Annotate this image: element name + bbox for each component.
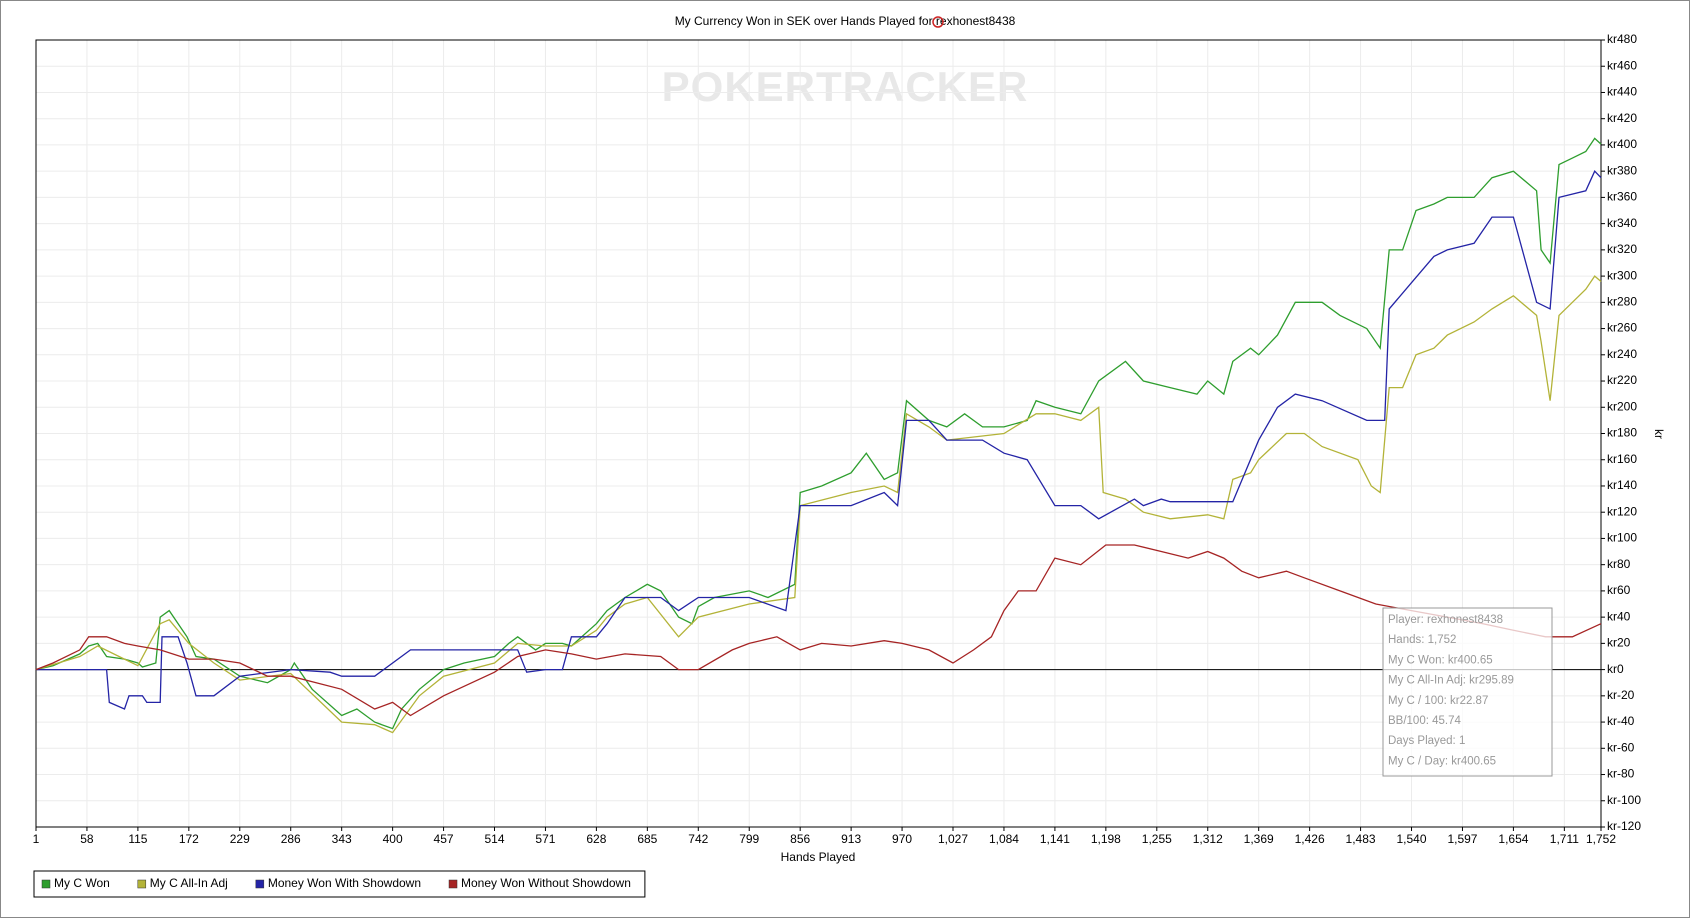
x-tick-label: 913: [841, 832, 861, 846]
x-tick-label: 172: [179, 832, 199, 846]
chart-title: My Currency Won in SEK over Hands Played…: [675, 14, 1016, 28]
tooltip-line: Days Played: 1: [1388, 735, 1465, 747]
x-tick-label: 1,540: [1397, 832, 1427, 846]
y-tick-label: kr220: [1607, 373, 1637, 387]
tooltip-line: My C / Day: kr400.65: [1388, 755, 1496, 767]
tooltip-line: Player: rexhonest8438: [1388, 614, 1503, 626]
y-tick-label: kr80: [1607, 557, 1631, 571]
legend-label: My C Won: [54, 876, 110, 890]
x-tick-label: 799: [739, 832, 759, 846]
y-tick-label: kr100: [1607, 531, 1637, 545]
tooltip-line: My C All-In Adj: kr295.89: [1388, 675, 1514, 687]
y-tick-label: kr0: [1607, 662, 1624, 676]
y-tick-label: kr120: [1607, 504, 1637, 518]
series-line: [36, 170, 1602, 710]
x-tick-label: 1,198: [1091, 832, 1121, 846]
x-tick-label: 1,483: [1346, 832, 1376, 846]
x-tick-label: 1,654: [1498, 832, 1528, 846]
legend-box: [33, 870, 646, 898]
y-tick-label: kr20: [1607, 636, 1631, 650]
x-tick-label: 1,711: [1550, 832, 1579, 846]
x-tick-label: 1,597: [1447, 832, 1477, 846]
x-tick-label: 1,426: [1295, 832, 1325, 846]
tooltip-line: Hands: 1,752: [1388, 634, 1456, 646]
legend-swatch: [448, 879, 458, 889]
y-tick-label: kr240: [1607, 347, 1637, 361]
legend-label: My C All-In Adj: [150, 876, 228, 890]
y-tick-label: kr400: [1607, 137, 1637, 151]
legend-swatch: [255, 879, 265, 889]
x-tick-label: 457: [434, 832, 454, 846]
x-tick-label: 514: [484, 832, 504, 846]
y-tick-label: kr280: [1607, 295, 1637, 309]
x-tick-label: 58: [80, 832, 94, 846]
y-tick-label: kr420: [1607, 111, 1637, 125]
y-tick-label: kr-100: [1607, 793, 1641, 807]
y-tick-label: kr440: [1607, 85, 1637, 99]
y-tick-label: kr-20: [1607, 688, 1635, 702]
x-tick-label: 286: [281, 832, 301, 846]
legend: My C Won My C All-In Adj Money Won With Sh…: [33, 870, 646, 898]
x-tick-label: 970: [892, 832, 912, 846]
x-tick-label: 742: [688, 832, 708, 846]
y-axis-label: kr: [1652, 429, 1666, 439]
title-icon: [932, 16, 944, 28]
x-tick-label: 229: [230, 832, 250, 846]
y-tick-label: kr260: [1607, 321, 1637, 335]
y-tick-label: kr380: [1607, 163, 1637, 177]
x-tick-label: 1,312: [1193, 832, 1223, 846]
tooltip-line: My C / 100: kr22.87: [1388, 695, 1488, 707]
x-tick-label: 115: [128, 832, 147, 846]
x-tick-label: 1,084: [989, 832, 1019, 846]
x-axis-label: Hands Played: [781, 850, 856, 864]
tooltip-line: BB/100: 45.74: [1388, 715, 1461, 727]
y-tick-label: kr200: [1607, 399, 1637, 413]
y-tick-label: kr-120: [1607, 819, 1641, 833]
y-tick-label: kr140: [1607, 478, 1637, 492]
legend-label: Money Won Without Showdown: [461, 876, 631, 890]
y-tick-label: kr300: [1607, 268, 1637, 282]
y-tick-label: kr160: [1607, 452, 1637, 466]
x-tick-label: 1: [33, 832, 40, 846]
series-line: [35, 544, 1602, 717]
legend-label: Money Won With Showdown: [268, 876, 421, 890]
y-tick-label: kr460: [1607, 58, 1637, 72]
x-tick-label: 685: [637, 832, 657, 846]
x-tick-label: 1,027: [938, 832, 968, 846]
x-tick-label: 856: [790, 832, 810, 846]
x-tick-label: 400: [383, 832, 403, 846]
tooltip-box: [1382, 607, 1553, 777]
y-tick-label: kr-60: [1607, 740, 1635, 754]
x-tick-label: 1,752: [1586, 832, 1616, 846]
y-tick-label: kr180: [1607, 426, 1637, 440]
x-tick-label: 1,141: [1040, 832, 1070, 846]
x-tick-label: 571: [535, 832, 555, 846]
y-tick-label: kr340: [1607, 216, 1637, 230]
x-tick-label: 1,255: [1142, 832, 1172, 846]
y-tick-label: kr40: [1607, 609, 1631, 623]
y-tick-label: kr360: [1607, 190, 1637, 204]
x-tick-label: 1,369: [1244, 832, 1274, 846]
x-tick-label: 628: [586, 832, 606, 846]
y-tick-label: kr-40: [1607, 714, 1635, 728]
series-line: [35, 275, 1602, 734]
y-tick-label: kr320: [1607, 242, 1637, 256]
series-line: [35, 137, 1602, 730]
tooltip-line: My C Won: kr400.65: [1388, 654, 1493, 666]
x-tick-label: 343: [332, 832, 352, 846]
legend-swatch: [41, 879, 51, 889]
plot-frame: [35, 39, 1602, 828]
y-tick-label: kr480: [1607, 32, 1637, 46]
watermark: POKERTRACKER: [662, 63, 1029, 110]
y-tick-label: kr-80: [1607, 767, 1635, 781]
y-tick-label: kr60: [1607, 583, 1631, 597]
legend-swatch: [137, 879, 147, 889]
